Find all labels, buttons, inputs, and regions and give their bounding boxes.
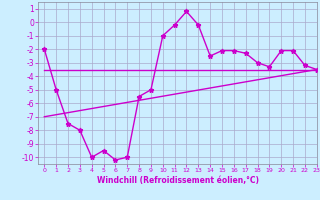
X-axis label: Windchill (Refroidissement éolien,°C): Windchill (Refroidissement éolien,°C) [97, 176, 259, 185]
